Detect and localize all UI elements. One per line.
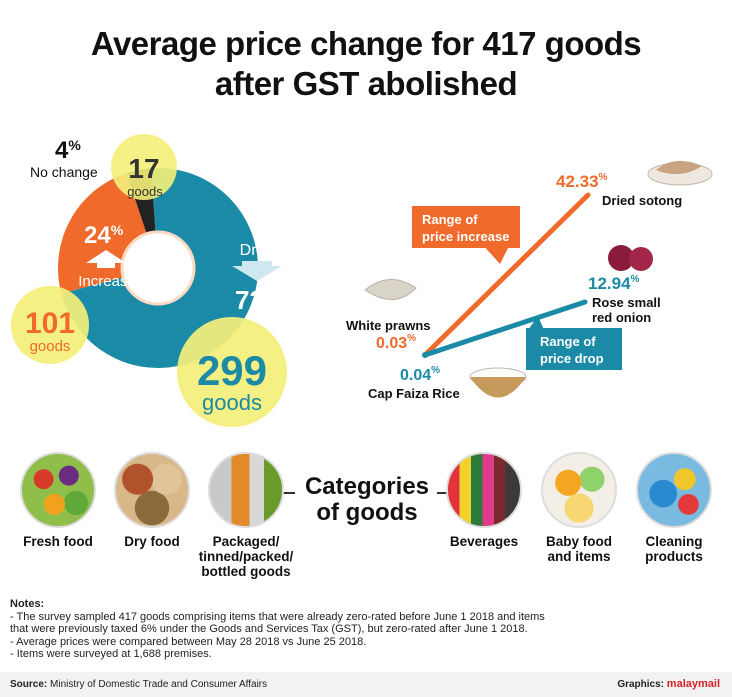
donut-hole-ring [120,230,196,306]
title-line-2: after GST abolished [214,65,518,102]
page-title: Average price change for 417 goods after… [0,24,732,104]
categories-row: Fresh food Dry food Packaged/tinned/pack… [0,452,732,582]
category-beverages: Beverages [424,452,544,549]
rice-bowl-shape [470,377,526,398]
category-label: Fresh food [23,534,93,549]
drop-box-line-1: Range of [540,334,596,349]
categories-title-line-2: of goods [316,499,418,526]
drop-bubble [177,317,287,427]
increase-box-line-1: Range of [422,212,478,227]
category-packaged: Packaged/tinned/packed/bottled goods [186,452,306,579]
category-divider-right [437,492,449,494]
rice-label: Cap Faiza Rice [368,386,460,401]
drop-range-line [422,299,588,358]
origin-point [422,352,428,358]
baby-food-icon [541,452,617,528]
no-change-percent: 4% [55,137,81,164]
packaged-goods-icon [208,452,284,528]
donut-slice-increase [58,173,147,294]
drop-label: Drop [240,242,275,259]
drop-callout-pointer [528,316,544,330]
credit-label: Graphics: [617,679,665,690]
no-change-goods-word: goods [127,184,163,199]
note-line: - Items were surveyed at 1,688 premises. [10,648,212,660]
increase-callout-box [412,206,520,248]
malaymail-logo: malaymail [666,678,720,690]
increase-goods-word: goods [30,338,71,355]
title-line-1: Average price change for 417 goods [90,25,642,62]
onion-label-2: red onion [592,310,651,325]
increase-goods-number: 101 [25,307,75,340]
note-line: that were previously taxed 6% under the … [10,623,528,635]
fresh-food-icon [20,452,96,528]
increase-callout-pointer [482,244,510,264]
onion-image [608,245,634,271]
category-label: Dry food [124,534,180,549]
category-label: Cleaning products [645,534,703,564]
donut-slice-drop [61,168,259,368]
source: Source: Ministry of Domestic Trade and C… [10,679,267,690]
prawn-label: White prawns [346,318,431,333]
notes: Notes: - The survey sampled 417 goods co… [10,598,722,661]
onion-image-2 [629,247,653,271]
category-label: Baby food and items [546,534,612,564]
graphics-credit: Graphics: malaymail [617,678,720,690]
dried-sotong-value: 42.33% [556,172,608,191]
no-change-goods-number: 17 [128,153,159,184]
range-chart: Range of price increase Range of price d… [346,160,713,401]
rice-value: 0.04% [400,365,440,384]
onion-label-1: Rose small [592,295,661,310]
category-dry-food: Dry food [92,452,212,549]
source-label: Source: [10,679,48,690]
donut-hole [122,232,194,304]
increase-arrow-icon [86,250,126,268]
prawn-value: 0.03% [376,333,416,352]
dried-sotong-label: Dried sotong [602,193,682,208]
drop-arrow-icon [232,261,282,281]
category-baby-food: Baby food and items [519,452,639,564]
drop-callout-box [526,328,622,370]
no-change-label: No change [30,164,98,180]
no-change-bubble [111,134,177,200]
category-fresh-food: Fresh food [0,452,118,549]
categories-title-line-1: Categories [304,473,430,500]
white-prawn-image [364,279,417,300]
category-divider-left [283,492,295,494]
increase-box-line-2: price increase [422,229,509,244]
dried-sotong-shape [656,160,702,175]
increase-range-line [422,192,591,358]
source-text: Ministry of Domestic Trade and Consumer … [50,679,268,690]
category-cleaning: Cleaning products [614,452,732,564]
beverages-icon [446,452,522,528]
donut-chart: 17 goods 4% No change 24% Increase Drop … [11,134,287,427]
onion-value: 12.94% [588,274,640,293]
notes-heading: Notes: [10,598,45,610]
category-label: Beverages [449,534,519,549]
cleaning-products-icon [636,452,712,528]
increase-percent: 24% [84,222,124,249]
footer-bar [0,672,732,697]
dry-food-icon [114,452,190,528]
drop-goods-number: 299 [197,347,267,394]
increase-bubble [11,286,89,364]
drop-box-line-2: price drop [540,351,604,366]
categories-title: Categories of goods [296,474,438,526]
drop-percent: 72% [235,285,277,315]
category-label: Packaged/tinned/packed/bottled goods [198,534,294,579]
increase-label: Increase [78,273,136,290]
drop-goods-word: goods [202,390,262,415]
note-line: - The survey sampled 417 goods comprisin… [10,610,545,623]
note-line: - Average prices were compared between M… [10,635,367,648]
